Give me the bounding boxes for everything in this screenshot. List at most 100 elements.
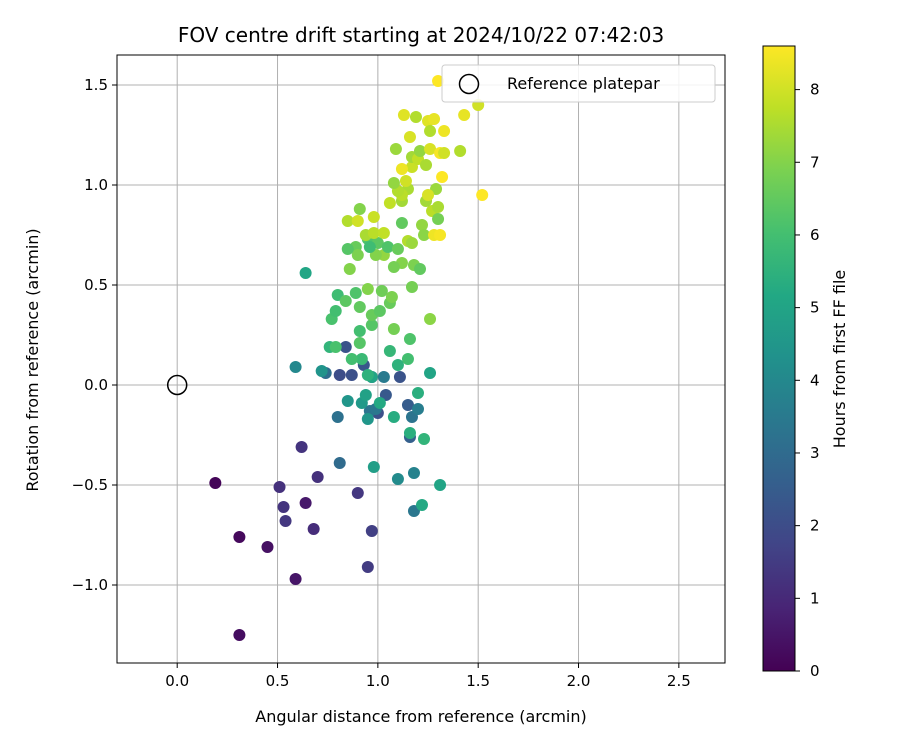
data-point xyxy=(289,361,302,373)
data-point xyxy=(393,371,406,383)
colorbar-tick-label: 4 xyxy=(810,371,820,389)
data-point xyxy=(365,319,378,331)
y-axis-label: Rotation from reference (arcmin) xyxy=(23,228,42,491)
data-point xyxy=(418,433,431,445)
data-point xyxy=(359,389,372,401)
data-point xyxy=(403,131,416,143)
x-tick-label: 1.5 xyxy=(466,672,490,690)
data-point xyxy=(391,473,404,485)
data-point xyxy=(331,411,344,423)
data-point xyxy=(233,629,246,641)
data-point xyxy=(424,143,437,155)
data-point xyxy=(367,461,380,473)
y-tick-label: −0.5 xyxy=(72,476,108,494)
colorbar-tick-label: 7 xyxy=(810,153,820,171)
data-point xyxy=(411,387,424,399)
data-point xyxy=(434,479,447,491)
x-axis-ticks: 0.0 0.5 1.0 1.5 2.0 2.5 xyxy=(165,663,691,690)
data-point xyxy=(454,145,467,157)
data-point xyxy=(381,241,394,253)
colorbar-tick-label: 1 xyxy=(810,589,820,607)
data-point xyxy=(424,125,437,137)
data-point xyxy=(432,75,445,87)
colorbar-label: Hours from first FF file xyxy=(830,270,849,449)
data-point xyxy=(299,497,312,509)
data-point xyxy=(385,291,398,303)
data-point xyxy=(413,145,426,157)
x-tick-label: 0.0 xyxy=(165,672,189,690)
data-point xyxy=(403,333,416,345)
data-point xyxy=(420,159,433,171)
data-point xyxy=(411,403,424,415)
data-point xyxy=(405,281,418,293)
x-tick-label: 2.5 xyxy=(667,672,691,690)
data-point xyxy=(315,365,328,377)
data-point xyxy=(341,395,354,407)
x-tick-label: 1.0 xyxy=(366,672,390,690)
data-point xyxy=(341,215,354,227)
data-point xyxy=(401,353,414,365)
data-point xyxy=(353,301,366,313)
data-point xyxy=(343,263,356,275)
x-tick-label: 0.5 xyxy=(266,672,290,690)
data-point xyxy=(345,353,358,365)
data-point xyxy=(329,341,342,353)
legend-box xyxy=(441,64,716,103)
legend-label-reference-platepar: Reference platepar xyxy=(507,74,660,93)
colorbar-tick-label: 0 xyxy=(810,662,820,680)
data-point xyxy=(391,359,404,371)
data-point xyxy=(367,227,380,239)
data-point xyxy=(399,175,412,187)
y-tick-label: 1.0 xyxy=(84,176,108,194)
data-point xyxy=(432,201,445,213)
data-point xyxy=(395,163,408,175)
y-axis-ticks: −1.0 −0.5 0.0 0.5 1.0 1.5 xyxy=(72,76,117,594)
data-point xyxy=(361,283,374,295)
data-point xyxy=(424,367,437,379)
colorbar-tick-label: 8 xyxy=(810,81,820,99)
legend-marker-icon xyxy=(458,73,480,95)
chart-title: FOV centre drift starting at 2024/10/22 … xyxy=(178,23,664,47)
data-point xyxy=(391,243,404,255)
colorbar-tick-label: 6 xyxy=(810,226,820,244)
data-point xyxy=(413,263,426,275)
data-point xyxy=(295,441,308,453)
data-point xyxy=(383,345,396,357)
data-point xyxy=(351,215,364,227)
data-point xyxy=(458,109,471,121)
data-point xyxy=(289,573,302,585)
data-point xyxy=(418,229,431,241)
colorbar-ticks: 0 1 2 3 4 5 6 7 8 xyxy=(795,81,820,680)
data-point xyxy=(438,147,451,159)
data-point xyxy=(345,369,358,381)
data-point xyxy=(424,313,437,325)
legend: Reference platepar xyxy=(441,64,716,103)
data-point xyxy=(397,109,410,121)
data-point xyxy=(349,287,362,299)
data-point xyxy=(353,203,366,215)
data-point xyxy=(373,397,386,409)
data-point xyxy=(401,399,414,411)
data-point xyxy=(353,325,366,337)
data-point xyxy=(377,371,390,383)
data-point xyxy=(365,525,378,537)
data-point xyxy=(351,487,364,499)
x-tick-label: 2.0 xyxy=(567,672,591,690)
data-point xyxy=(387,261,400,273)
colorbar-gradient xyxy=(762,45,796,672)
data-point xyxy=(436,171,449,183)
data-point xyxy=(387,177,400,189)
data-point xyxy=(209,477,222,489)
data-point xyxy=(311,471,324,483)
data-point xyxy=(367,211,380,223)
data-points xyxy=(209,75,489,641)
data-point xyxy=(403,427,416,439)
data-point xyxy=(339,341,352,353)
data-point xyxy=(395,217,408,229)
plot-area xyxy=(116,54,726,664)
colorbar-tick-label: 3 xyxy=(810,444,820,462)
data-point xyxy=(383,197,396,209)
y-tick-label: 1.5 xyxy=(84,76,108,94)
data-point xyxy=(273,481,286,493)
